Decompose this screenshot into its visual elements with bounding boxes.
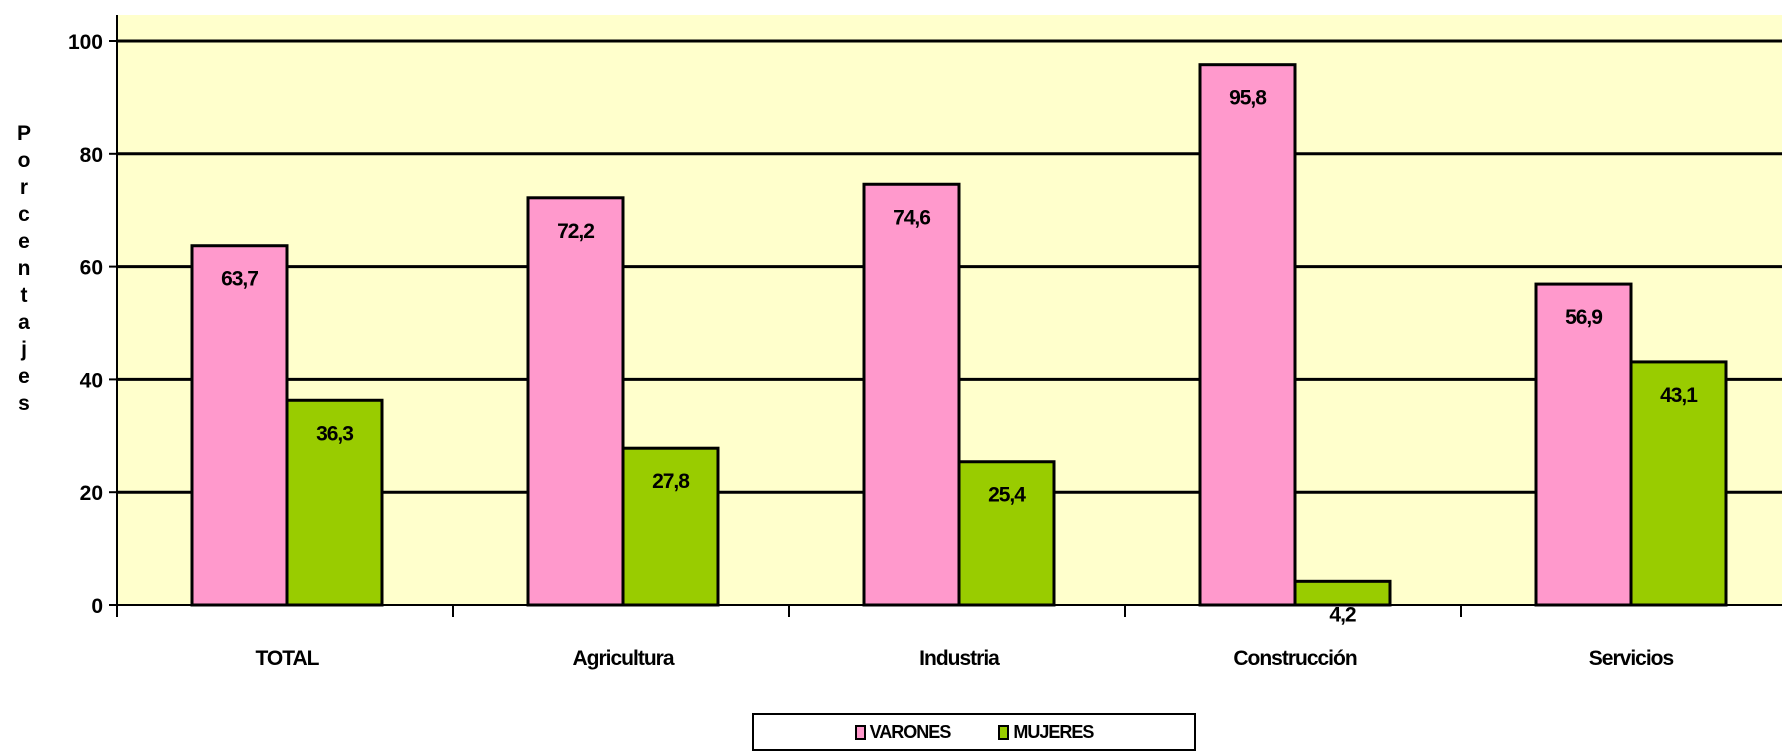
- data-label: 27,8: [652, 470, 690, 493]
- legend-swatch-varones: [854, 724, 866, 740]
- y-tick-label: 80: [80, 144, 103, 167]
- y-axis-title-letter: e: [18, 230, 30, 253]
- data-labels: 63,7 36,3 72,2 27,8 74,6 25,4 95,8 4,2 56,9 43,1: [221, 87, 1699, 627]
- x-tick-label: TOTAL: [255, 647, 319, 670]
- x-tick-label: Servicios: [1589, 647, 1674, 670]
- y-axis-title-letter: e: [18, 365, 30, 388]
- x-tick-label: Agricultura: [572, 647, 674, 670]
- bar-mujeres: [1629, 360, 1728, 607]
- data-label: 72,2: [557, 220, 594, 243]
- bar-varones: [1534, 282, 1633, 607]
- data-label: 43,1: [1660, 384, 1698, 407]
- y-axis-title-letter: r: [19, 176, 29, 199]
- bar-mujeres: [957, 460, 1056, 607]
- x-tick-label: Construcción: [1233, 647, 1357, 670]
- bar-mujeres: [1293, 579, 1392, 607]
- y-axis-title-letter: s: [18, 392, 30, 415]
- y-axis-title-letter: j: [21, 338, 27, 361]
- legend-item-mujeres: MUJERES: [998, 721, 1094, 743]
- legend-swatch-mujeres: [998, 724, 1010, 740]
- bar-varones: [1198, 63, 1297, 607]
- y-tick-label: 60: [80, 257, 103, 280]
- legend-label-varones: VARONES: [869, 721, 952, 742]
- y-axis-title-letter: c: [18, 203, 30, 226]
- legend-label-mujeres: MUJERES: [1013, 721, 1094, 742]
- bars: [190, 63, 1728, 607]
- y-tick-label: 40: [80, 369, 103, 392]
- data-label: 4,2: [1329, 603, 1356, 626]
- y-tick-label: 100: [68, 31, 103, 54]
- axes: 0 20 40 60 80 100 TOTAL Agricultura Industria Con…: [68, 15, 1782, 670]
- bar-varones: [862, 182, 961, 607]
- y-tick-label: 20: [80, 482, 103, 505]
- y-tick-label: 0: [91, 595, 103, 618]
- data-label: 63,7: [221, 268, 258, 291]
- legend: VARONES MUJERES: [752, 713, 1196, 751]
- bar-mujeres: [621, 446, 720, 607]
- y-axis-title-letter: t: [20, 284, 28, 307]
- x-tick-label: Industria: [919, 647, 1000, 670]
- data-label: 95,8: [1229, 87, 1267, 110]
- data-label: 36,3: [316, 422, 353, 445]
- bar-varones: [190, 244, 289, 607]
- y-axis-title-letter: n: [17, 257, 31, 280]
- legend-item-varones: VARONES: [854, 721, 952, 743]
- y-axis-title-letter: a: [18, 311, 30, 334]
- y-axis-title-letter: o: [17, 149, 31, 172]
- data-label: 56,9: [1565, 306, 1602, 329]
- data-label: 74,6: [893, 206, 930, 229]
- bar-varones: [526, 196, 625, 607]
- data-label: 25,4: [988, 484, 1026, 507]
- y-axis-title-letter: P: [16, 122, 31, 145]
